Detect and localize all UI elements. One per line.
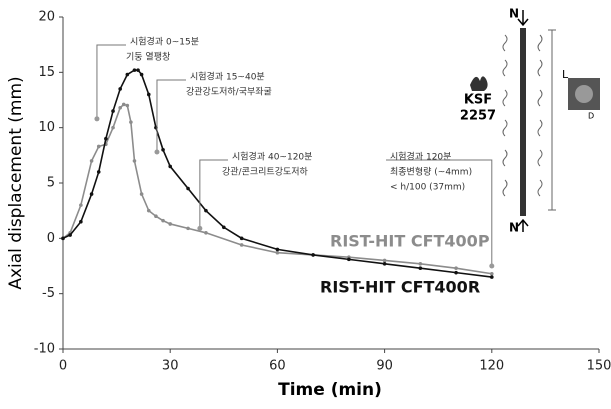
point bbox=[168, 164, 172, 169]
point bbox=[68, 233, 72, 237]
point bbox=[222, 225, 226, 230]
point bbox=[311, 253, 315, 257]
point bbox=[275, 250, 280, 255]
point bbox=[186, 226, 190, 231]
fire-icon bbox=[470, 76, 488, 91]
point bbox=[121, 102, 126, 107]
point bbox=[146, 208, 151, 213]
annotation-text: 기둥 열팽창 bbox=[126, 52, 170, 63]
point bbox=[418, 261, 423, 266]
y-tick-label: 20 bbox=[38, 10, 55, 25]
x-tick-label: 90 bbox=[376, 359, 393, 374]
point bbox=[154, 214, 158, 218]
point bbox=[111, 125, 115, 130]
point bbox=[239, 236, 244, 241]
point bbox=[79, 219, 83, 224]
point bbox=[89, 192, 94, 196]
point bbox=[139, 192, 144, 196]
leader-line bbox=[386, 159, 493, 266]
point bbox=[161, 218, 165, 223]
point bbox=[132, 159, 137, 163]
annotation-point bbox=[197, 225, 203, 231]
y-tick-label: 15 bbox=[38, 65, 55, 80]
point bbox=[454, 270, 458, 275]
column bbox=[520, 28, 526, 216]
point bbox=[490, 275, 494, 279]
point bbox=[129, 120, 133, 124]
load-label: N bbox=[509, 7, 519, 21]
legend-label: RIST-HIT CFT400R bbox=[320, 278, 480, 297]
point bbox=[104, 136, 108, 141]
point bbox=[275, 247, 280, 252]
point bbox=[239, 243, 244, 247]
point bbox=[96, 170, 101, 174]
diameter-label: D bbox=[588, 112, 594, 121]
leader-line bbox=[96, 44, 126, 119]
point bbox=[139, 72, 144, 77]
point bbox=[418, 266, 423, 271]
point bbox=[490, 271, 494, 276]
point bbox=[204, 208, 208, 213]
point bbox=[111, 109, 115, 113]
y-tick-label: 0 bbox=[47, 231, 55, 246]
point bbox=[118, 87, 122, 91]
point bbox=[132, 68, 137, 72]
annotation-text: 강관/콘크리트강도저하 bbox=[222, 167, 309, 178]
annotation-text: < h/100 (37mm) bbox=[390, 183, 465, 193]
point bbox=[61, 236, 65, 241]
point bbox=[161, 148, 165, 152]
point bbox=[168, 222, 172, 226]
annotation-text: 시험경과 15~40분 bbox=[190, 71, 265, 83]
x-tick-label: 120 bbox=[479, 359, 504, 374]
point bbox=[89, 159, 94, 163]
leader-line bbox=[199, 159, 228, 229]
annotation-point bbox=[94, 116, 100, 122]
annotation-text: 시험경과 0~15분 bbox=[130, 36, 199, 48]
annotation-text: 강관강도저하/국부좌굴 bbox=[186, 87, 272, 98]
point bbox=[347, 257, 351, 262]
standard-label: 2257 bbox=[460, 109, 496, 124]
point bbox=[79, 203, 83, 207]
point bbox=[454, 266, 458, 271]
annotation-text: 최종변형량 (~4mm) bbox=[390, 166, 472, 178]
load-arrows bbox=[517, 10, 529, 232]
section-tube bbox=[575, 85, 593, 103]
point bbox=[186, 186, 190, 191]
load-label: N bbox=[509, 221, 519, 235]
x-tick-label: 0 bbox=[59, 359, 67, 374]
y-tick-label: 5 bbox=[47, 176, 55, 191]
x-axis-label: Time (min) bbox=[278, 380, 382, 400]
point bbox=[204, 231, 208, 235]
point bbox=[125, 103, 130, 108]
specimen-diagram: N N L D KSF 2257 bbox=[460, 7, 600, 235]
annotation-text: 시험경과 120분 bbox=[390, 151, 451, 163]
y-tick-label: -10 bbox=[34, 342, 55, 357]
point bbox=[382, 261, 387, 266]
legend-label: RIST-HIT CFT400P bbox=[330, 232, 490, 251]
heat-waves bbox=[502, 34, 543, 197]
y-tick-label: 10 bbox=[38, 120, 55, 135]
point bbox=[136, 68, 140, 72]
leader-line bbox=[156, 79, 186, 153]
length-dim bbox=[548, 29, 556, 211]
annotation-point bbox=[489, 263, 495, 269]
x-tick-label: 150 bbox=[587, 359, 611, 374]
x-tick-label: 30 bbox=[162, 359, 179, 374]
point bbox=[146, 92, 151, 97]
annotation-point bbox=[154, 149, 160, 155]
standard-label: KSF bbox=[464, 93, 492, 108]
x-tick-label: 60 bbox=[269, 359, 286, 374]
y-tick-label: -5 bbox=[42, 286, 55, 301]
y-axis-label: Axial displacement (mm) bbox=[6, 76, 26, 289]
annotation-text: 시험경과 40~120분 bbox=[232, 151, 312, 163]
length-label: L bbox=[562, 68, 569, 81]
point bbox=[96, 144, 101, 149]
point bbox=[382, 258, 387, 263]
point bbox=[125, 72, 130, 77]
point bbox=[118, 105, 122, 110]
